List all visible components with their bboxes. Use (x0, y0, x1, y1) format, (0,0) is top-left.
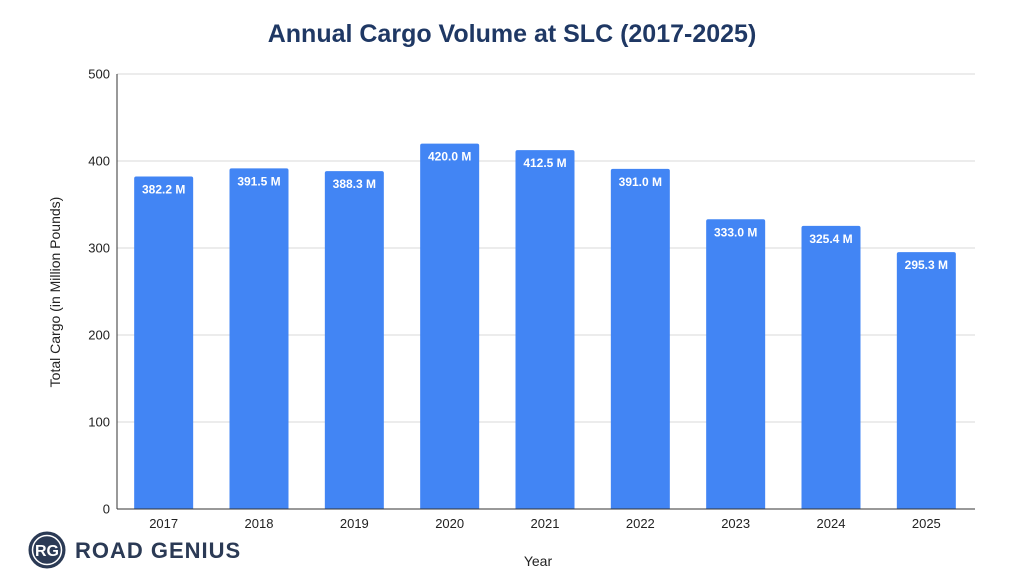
bar-2024 (801, 225, 861, 510)
x-tick-label: 2017 (149, 516, 178, 531)
bar-2025 (896, 252, 956, 510)
x-tick-label: 2020 (435, 516, 464, 531)
chart-title: Annual Cargo Volume at SLC (2017-2025) (268, 20, 757, 48)
y-tick-label: 500 (88, 67, 110, 82)
x-axis-label: Year (524, 553, 553, 569)
bar-2020 (420, 143, 480, 509)
bars (134, 143, 956, 510)
x-tick-label: 2025 (912, 516, 941, 531)
bar-value-label: 333.0 M (714, 225, 757, 239)
bar-value-label: 295.3 M (905, 258, 948, 272)
logo-mark-ring (31, 534, 63, 566)
bar-value-label: 391.0 M (619, 175, 662, 189)
y-axis-label: Total Cargo (in Million Pounds) (47, 197, 63, 388)
y-tick-label: 400 (88, 154, 110, 169)
x-tick-label: 2023 (721, 516, 750, 531)
bar-2023 (706, 219, 766, 510)
bar-value-label: 325.4 M (809, 232, 852, 246)
bar-value-label: 388.3 M (333, 177, 376, 191)
logo-text: ROAD GENIUS (75, 538, 241, 563)
x-axis-ticks: 2017 2018 2019 2020 2021 2022 2023 2024 2025 (149, 516, 941, 531)
bar-value-label: 391.5 M (237, 174, 280, 188)
road-genius-logo: RG ROAD GENIUS (28, 531, 241, 569)
logo-mark-icon (28, 531, 66, 569)
y-tick-label: 300 (88, 241, 110, 256)
bar-2022 (610, 168, 670, 509)
y-axis-ticks: 0 100 200 300 400 500 (88, 67, 110, 517)
bar-2021 (515, 150, 575, 509)
x-tick-label: 2022 (626, 516, 655, 531)
x-tick-label: 2021 (531, 516, 560, 531)
bar-2019 (324, 171, 384, 509)
y-tick-label: 100 (88, 415, 110, 430)
x-tick-label: 2024 (817, 516, 846, 531)
bar-value-label: 412.5 M (523, 156, 566, 170)
bar-2018 (229, 168, 289, 509)
x-tick-label: 2019 (340, 516, 369, 531)
bar-value-label: 420.0 M (428, 150, 471, 164)
logo-mark-text: RG (35, 543, 59, 560)
y-tick-label: 200 (88, 328, 110, 343)
bar-2017 (134, 176, 194, 509)
y-tick-label: 0 (103, 502, 110, 517)
bar-value-labels: 382.2 M 391.5 M 388.3 M 420.0 M 412.5 M 391.0… (142, 150, 948, 272)
x-tick-label: 2018 (245, 516, 274, 531)
bar-value-label: 382.2 M (142, 182, 185, 196)
